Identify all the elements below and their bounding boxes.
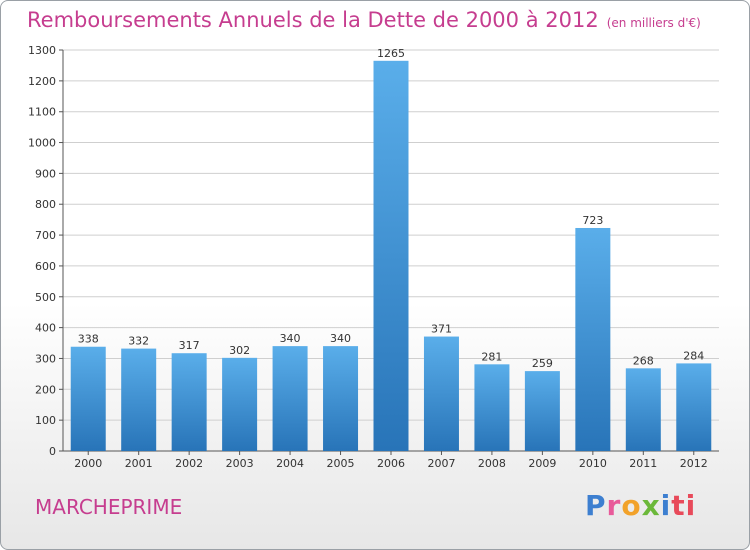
data-label: 332 [128,335,149,348]
y-tick-label: 300 [35,352,56,365]
bar [423,336,459,451]
data-label: 340 [330,332,351,345]
x-tick-label: 2009 [528,457,556,470]
x-tick-label: 2003 [226,457,254,470]
logo-letter: P [585,489,607,522]
y-tick-label: 1300 [28,44,56,57]
bar [222,357,258,451]
x-tick-label: 2005 [327,457,355,470]
x-tick-label: 2006 [377,457,405,470]
y-tick-label: 1000 [28,137,56,150]
logo-letter: i [660,489,672,522]
data-label: 259 [532,357,553,370]
x-tick-label: 2008 [478,457,506,470]
bar [676,363,712,451]
x-tick-label: 2010 [579,457,607,470]
proxiti-logo: Proxiti [585,489,696,522]
bar [625,368,661,451]
data-label: 1265 [377,47,405,60]
y-tick-label: 800 [35,198,56,211]
y-tick-label: 100 [35,414,56,427]
y-tick-label: 900 [35,167,56,180]
bar [524,371,560,451]
chart-title: Remboursements Annuels de la Dette de 20… [27,8,701,32]
data-label: 340 [280,332,301,345]
bar [323,346,359,451]
data-label: 268 [633,354,654,367]
bar [121,348,157,451]
y-tick-label: 600 [35,260,56,273]
bar [272,346,308,451]
data-label: 338 [78,333,99,346]
y-tick-label: 0 [49,445,56,458]
data-label: 317 [179,339,200,352]
chart-title-main: Remboursements Annuels de la Dette de 20… [27,8,599,32]
data-label: 302 [229,344,250,357]
chart-subtitle: (en milliers d'€) [606,16,701,30]
logo-letter: r [606,489,622,522]
y-tick-label: 500 [35,291,56,304]
x-tick-label: 2002 [175,457,203,470]
y-tick-label: 1100 [28,106,56,119]
y-tick-label: 400 [35,322,56,335]
y-tick-label: 700 [35,229,56,242]
bar [70,346,106,451]
x-tick-label: 2001 [125,457,153,470]
x-tick-label: 2012 [680,457,708,470]
y-tick-label: 200 [35,383,56,396]
data-label: 281 [481,350,502,363]
x-tick-label: 2007 [427,457,455,470]
data-label: 371 [431,323,452,336]
logo-letter: o [621,489,642,522]
y-tick-labels: 0 100 200 300 400 500 600 700 800 900 1000 1100 1200… [28,44,56,458]
data-label: 284 [683,349,704,362]
logo-letter: x [641,489,661,522]
x-tick-label: 2011 [629,457,657,470]
bar [575,227,611,451]
city-name: MARCHEPRIME [35,495,183,519]
x-tick-labels: 2000 2001 2002 2003 2004 2005 2006 2007 2008 2009… [74,457,708,470]
bar [171,353,207,451]
bars [70,60,712,452]
bar [474,364,510,451]
data-labels: 338 332 317 302 340 340 1265 371 281 259 723 268 284 [78,47,705,370]
x-tick-label: 2000 [74,457,102,470]
logo-letter: ti [671,489,697,522]
bar [373,60,409,452]
data-label: 723 [582,214,603,227]
x-tick-label: 2004 [276,457,304,470]
y-tick-label: 1200 [28,75,56,88]
